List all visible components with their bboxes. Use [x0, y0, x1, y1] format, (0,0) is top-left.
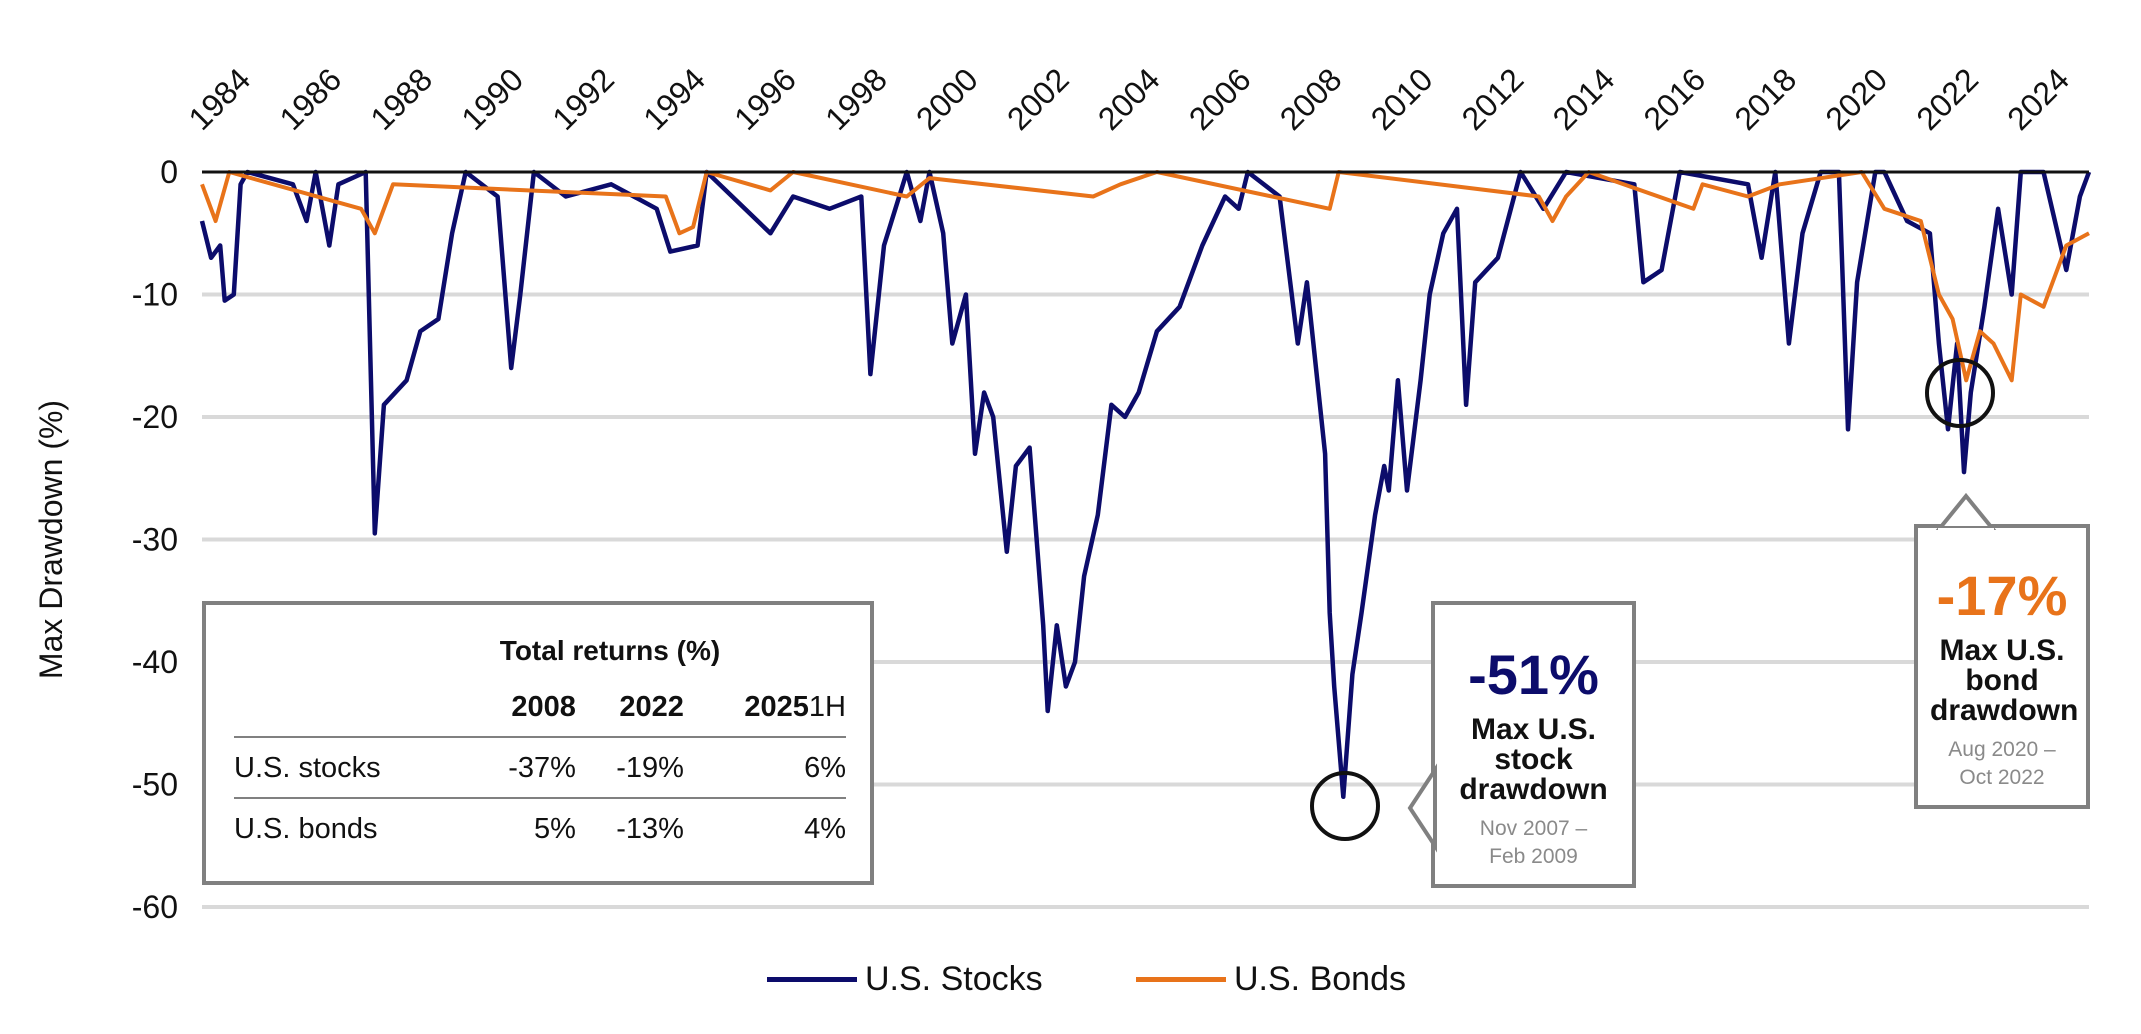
- callout-date: Nov 2007 –: [1479, 817, 1588, 840]
- y-tick-label: -30: [132, 522, 178, 558]
- y-tick-label: -50: [132, 767, 178, 803]
- x-tick-label: 2020: [1818, 61, 1894, 137]
- legend-swatch: [1136, 977, 1226, 982]
- y-tick-label: 0: [160, 154, 178, 190]
- x-tick-label: 2024: [2000, 61, 2076, 137]
- col-2022: 2022: [619, 691, 684, 723]
- callout-date: Aug 2020 –: [1948, 738, 2056, 761]
- table-row: U.S. bonds 5% -13% 4%: [234, 797, 846, 858]
- x-tick-label: 2002: [1000, 61, 1076, 137]
- legend-item-bonds: U.S. Bonds: [1136, 960, 1406, 999]
- x-tick-label: 2006: [1182, 61, 1258, 137]
- callout-date: Feb 2009: [1489, 845, 1578, 868]
- series-line-bonds: [200, 170, 2090, 383]
- table-row: U.S. stocks -37% -19% 6%: [234, 736, 846, 798]
- x-tick-label: 1984: [181, 61, 257, 137]
- y-axis-label: Max Drawdown (%): [33, 400, 69, 679]
- x-tick-label: 2022: [1909, 61, 1985, 137]
- callout-label: Max U.S. bond drawdown: [1930, 634, 2079, 727]
- callout-label: Max U.S. stock drawdown: [1459, 713, 1608, 806]
- total-returns-table: Total returns (%) 2008 2022 20251H U.S. …: [202, 601, 874, 885]
- y-tick-label: -10: [132, 277, 178, 313]
- callout-value: -51%: [1468, 643, 1599, 706]
- x-tick-label: 1994: [636, 61, 712, 137]
- callout-date: Oct 2022: [1959, 766, 2045, 789]
- table-caption: Total returns (%): [499, 635, 721, 666]
- legend-swatch: [767, 977, 857, 982]
- stock-trough-marker: [1310, 771, 1380, 841]
- x-tick-label: 2000: [909, 61, 985, 137]
- x-tick-label: 1990: [454, 61, 530, 137]
- x-tick-label: 1986: [272, 61, 348, 137]
- x-tick-label: 1992: [545, 61, 621, 137]
- y-tick-label: -40: [132, 644, 178, 680]
- callout-value: -17%: [1936, 564, 2068, 627]
- x-tick-label: 2008: [1273, 61, 1349, 137]
- x-tick-label: 2016: [1637, 61, 1713, 137]
- x-tick-label: 2018: [1727, 61, 1803, 137]
- y-tick-label: -20: [132, 399, 178, 435]
- x-tick-label: 2014: [1546, 61, 1622, 137]
- x-tick-label: 1996: [727, 61, 803, 137]
- x-tick-label: 1998: [818, 61, 894, 137]
- stock-drawdown-callout: -51% Max U.S. stock drawdown Nov 2007 – …: [1431, 601, 1636, 888]
- legend-item-stocks: U.S. Stocks: [767, 960, 1043, 999]
- col-2008: 2008: [511, 691, 576, 723]
- bond-trough-marker: [1925, 358, 1995, 428]
- x-tick-label: 1988: [363, 61, 439, 137]
- x-tick-label: 2004: [1091, 61, 1167, 137]
- col-2025: 20251H: [744, 691, 846, 723]
- x-tick-label: 2012: [1455, 61, 1531, 137]
- y-tick-label: -60: [132, 889, 178, 925]
- bond-drawdown-callout: -17% Max U.S. bond drawdown Aug 2020 – O…: [1914, 524, 2090, 809]
- x-tick-label: 2010: [1364, 61, 1440, 137]
